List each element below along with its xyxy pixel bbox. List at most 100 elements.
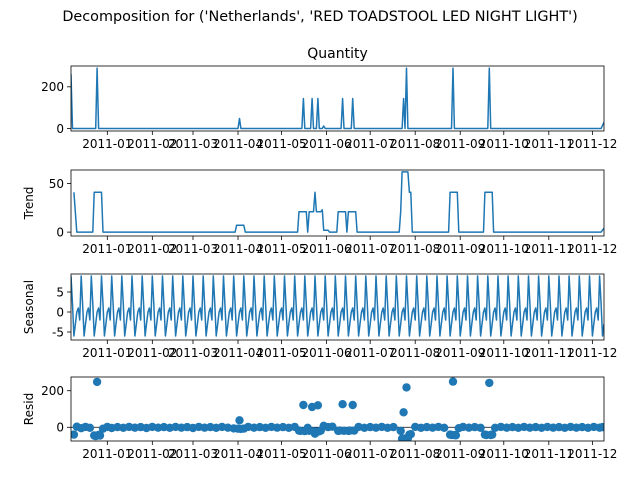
resid-point [451,431,461,440]
resid-point [396,426,405,436]
x-tick-label: 2011-03 [168,137,218,151]
x-tick-label: 2011-11 [524,447,574,461]
panel-1: Quantity 0 200 2011-012011-022011-032011-04… [41,46,617,151]
x-tick-label: 2011-07 [345,137,395,151]
resid-point [328,422,337,431]
x-tick-label: 2011-11 [524,242,574,256]
panel-2: Trend0502011-012011-022011-032011-042011… [22,169,617,256]
x-tick-label: 2011-06 [302,242,352,256]
x-tick-label: 2011-03 [168,447,218,461]
x-tick-label: 2011-06 [302,137,352,151]
x-tick-label: 2011-09 [435,242,485,256]
x-tick-label: 2011-02 [127,242,177,256]
x-tick-label: 2011-08 [390,137,440,151]
data-layer [71,275,604,337]
y-tick-label: 0 [56,305,64,319]
resid-point [92,377,102,387]
axes-frame [70,376,605,442]
resid-point [485,378,494,388]
x-tick-label: 2011-04 [213,137,263,151]
figure-suptitle: Decomposition for ('Netherlands', 'RED T… [62,9,577,25]
x-tick-label: 2011-10 [479,242,529,256]
resid-point [406,430,415,439]
y-tick-label: 0 [56,225,64,239]
x-tick-label: 2011-07 [345,346,395,360]
x-tick-label: 2011-06 [302,346,352,360]
data-layer [71,67,604,130]
x-tick-label: 2011-01 [82,346,132,360]
x-tick-label: 2011-03 [168,242,218,256]
x-tick-label: 2011-09 [435,137,485,151]
series-line [71,275,604,337]
x-tick-label: 2011-04 [213,346,263,360]
data-layer [73,171,604,233]
resid-point [440,423,449,432]
y-tick-label: 50 [49,177,64,191]
x-tick-label: 2011-04 [213,447,263,461]
x-tick-label: 2011-12 [567,447,617,461]
resid-point [338,400,347,409]
resid-point [348,400,357,410]
x-tick-label: 2011-05 [257,447,307,461]
y-axis-label: Resid [22,393,36,425]
y-tick-label: -5 [52,325,64,339]
y-tick-label: 200 [41,80,64,94]
resid-point [399,408,408,417]
x-tick-label: 2011-05 [257,346,307,360]
panel-3: Seasonal -5 0 5 2011-012011-022011-032011-04… [22,273,617,360]
y-tick-label: 0 [56,421,64,435]
x-tick-label: 2011-08 [390,242,440,256]
x-tick-label: 2011-06 [302,447,352,461]
y-axis-label: Seasonal [22,280,36,334]
resid-point [313,401,323,410]
y-tick-label: 200 [41,384,64,398]
x-tick-label: 2011-03 [168,346,218,360]
panels: Quantity02002011-012011-022011-032011-04… [22,46,617,461]
x-tick-label: 2011-01 [82,447,132,461]
y-tick-label: 0 [56,122,64,136]
resid-point [95,431,105,440]
series-line [71,67,604,130]
resid-point [402,383,411,392]
y-tick-label: 5 [56,285,64,299]
x-tick-label: 2011-08 [390,346,440,360]
x-tick-label: 2011-01 [82,137,132,151]
x-tick-label: 2011-07 [345,447,395,461]
x-tick-label: 2011-07 [345,242,395,256]
axes-frame [70,273,605,341]
axes-frame [70,169,605,237]
x-tick-label: 2011-02 [127,447,177,461]
x-tick-label: 2011-04 [213,242,263,256]
y-axis-label: Trend [22,187,36,221]
series-line [73,171,604,233]
x-tick-label: 2011-05 [257,137,307,151]
x-tick-label: 2011-05 [257,242,307,256]
x-tick-label: 2011-11 [524,137,574,151]
resid-point [598,422,604,432]
x-tick-label: 2011-12 [567,137,617,151]
panel-4: Resid02002011-012011-022011-032011-04201… [22,376,617,461]
resid-point [71,430,79,439]
resid-point [235,416,244,425]
x-tick-label: 2011-02 [127,346,177,360]
x-tick-label: 2011-02 [127,137,177,151]
resid-point [448,377,458,386]
resid-point [389,422,398,432]
x-tick-label: 2011-08 [390,447,440,461]
x-tick-label: 2011-10 [479,447,529,461]
resid-point [299,400,308,410]
x-tick-label: 2011-11 [524,346,574,360]
x-tick-label: 2011-09 [435,346,485,360]
x-tick-label: 2011-12 [567,242,617,256]
panel-title: Quantity [307,46,368,62]
resid-point [85,423,95,432]
axes-frame [70,65,605,132]
x-tick-label: 2011-10 [479,137,529,151]
x-tick-label: 2011-12 [567,346,617,360]
resid-point [476,423,485,432]
x-tick-label: 2011-09 [435,447,485,461]
resid-point [488,430,497,439]
x-tick-label: 2011-10 [479,346,529,360]
data-layer [71,377,604,441]
